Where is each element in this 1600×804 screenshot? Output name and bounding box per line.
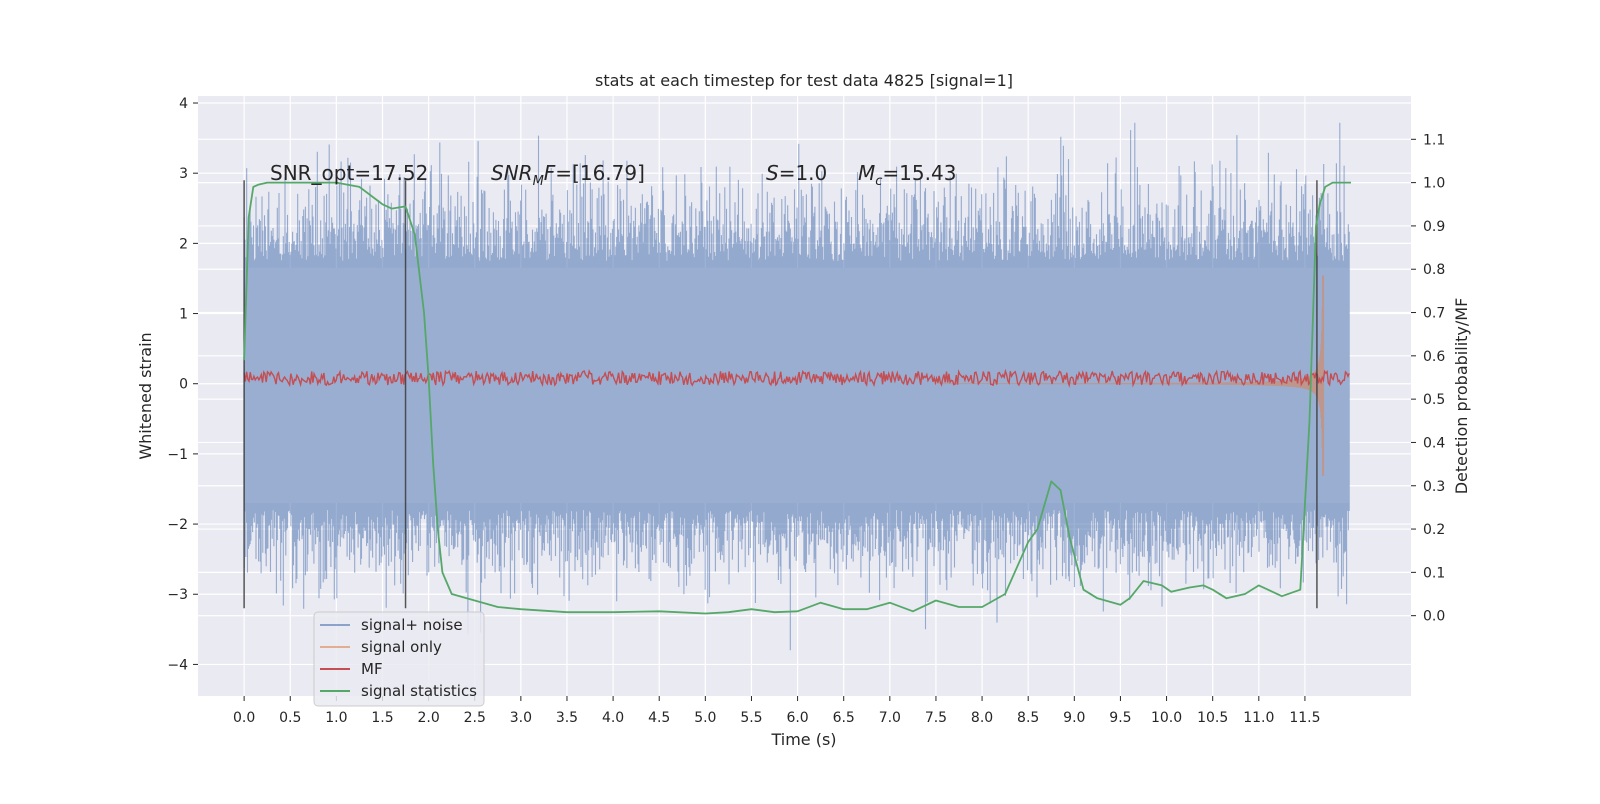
x-tick-label: 7.5 (925, 710, 947, 726)
x-tick-label: 6.0 (786, 710, 808, 726)
legend-label-signal-statistics: signal statistics (361, 682, 477, 700)
annotation-mc: Mc=15.43 (858, 161, 956, 189)
signal-statistics-series (243, 181, 1351, 615)
signal-statistics-line (243, 181, 1351, 615)
x-tick-label: 7.0 (879, 710, 901, 726)
x-tick-label: 1.5 (371, 710, 393, 726)
y-tick-label-right: 0.4 (1423, 435, 1445, 451)
y-axis-label-right: Detection probability/MF (1452, 298, 1471, 495)
annotation-snr-mf: SNRMF=[16.79] (491, 161, 645, 189)
y-tick-label-left: −2 (167, 517, 188, 533)
x-axis-label: Time (s) (770, 730, 836, 749)
x-tick-label: 2.5 (464, 710, 486, 726)
x-tick-label: 1.0 (325, 710, 347, 726)
x-tick-label: 11.5 (1289, 710, 1320, 726)
signal-noise-core (244, 267, 1350, 504)
annotations: SNR_opt=17.52 SNRMF=[16.79] S=1.0 Mc=15.… (270, 161, 956, 189)
x-tick-label: 6.5 (833, 710, 855, 726)
y-tick-label-right: 0.0 (1423, 609, 1445, 625)
x-tick-label: 8.5 (1017, 710, 1039, 726)
chart-title: stats at each timestep for test data 482… (595, 71, 1013, 90)
legend-label-signal-only: signal only (361, 638, 442, 656)
y-tick-label-left: 4 (179, 96, 188, 112)
y-tick-label-right: 1.1 (1423, 132, 1445, 148)
y-tick-label-right: 0.2 (1423, 522, 1445, 538)
x-tick-label: 3.5 (556, 710, 578, 726)
x-tick-label: 10.5 (1197, 710, 1228, 726)
y-tick-label-right: 0.5 (1423, 392, 1445, 408)
annotation-s: S=1.0 (766, 161, 827, 185)
y-axis-label-left: Whitened strain (136, 332, 155, 459)
y-tick-label-right: 0.8 (1423, 262, 1445, 278)
y-tick-label-left: 2 (179, 236, 188, 252)
y-tick-label-left: 3 (179, 166, 188, 182)
x-tick-label: 0.5 (279, 710, 301, 726)
x-tick-label: 0.0 (233, 710, 255, 726)
legend-box (313, 611, 485, 707)
x-tick-label: 4.0 (602, 710, 624, 726)
axis-ticks: 0.0 0.5 1.0 1.5 2.0 2.5 3.0 3.5 4.0 4.5 5.0 5.5 6.0 6… (167, 96, 1445, 726)
y-tick-label-left: −3 (167, 587, 188, 603)
y-tick-label-left: −4 (167, 657, 188, 673)
x-tick-label: 2.0 (417, 710, 439, 726)
y-tick-label-left: 1 (179, 307, 188, 323)
y-tick-label-right: 0.3 (1423, 479, 1445, 495)
x-tick-label: 9.5 (1109, 710, 1131, 726)
x-tick-label: 8.0 (971, 710, 993, 726)
x-tick-label: 10.0 (1151, 710, 1182, 726)
y-tick-label-right: 0.1 (1423, 565, 1445, 581)
x-tick-label: 3.0 (510, 710, 532, 726)
x-tick-label: 11.0 (1243, 710, 1274, 726)
y-tick-label-left: −1 (167, 447, 188, 463)
x-tick-label: 9.0 (1063, 710, 1085, 726)
x-tick-label: 5.5 (740, 710, 762, 726)
legend: signal+ noise signal only MF signal stat… (313, 611, 485, 707)
y-tick-label-left: 0 (179, 377, 188, 393)
y-tick-label-right: 0.6 (1423, 349, 1445, 365)
y-tick-label-right: 0.9 (1423, 219, 1445, 235)
annotation-snr-opt: SNR_opt=17.52 (270, 161, 428, 185)
legend-label-signal-noise: signal+ noise (361, 616, 463, 634)
vertical-markers (243, 180, 1318, 609)
y-tick-label-right: 0.7 (1423, 306, 1445, 322)
legend-label-mf: MF (361, 660, 383, 678)
x-tick-label: 4.5 (648, 710, 670, 726)
x-tick-label: 5.0 (694, 710, 716, 726)
y-tick-label-right: 1.0 (1423, 176, 1445, 192)
